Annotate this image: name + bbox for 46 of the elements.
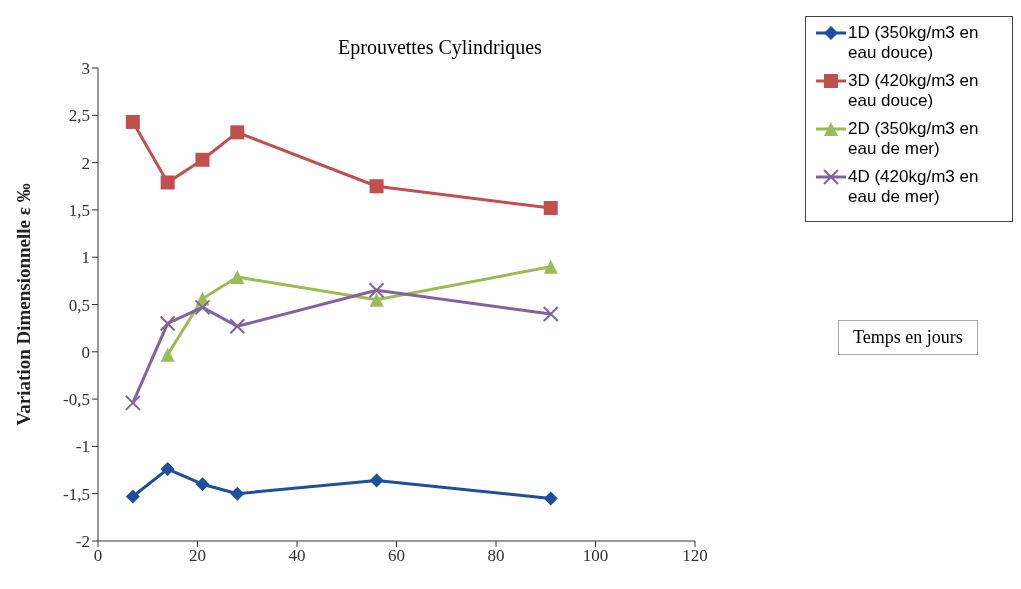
point bbox=[160, 347, 175, 362]
x-tick-label: 20 bbox=[189, 546, 206, 566]
y-tick-label: 2 bbox=[81, 153, 90, 173]
y-tick-label: 3 bbox=[81, 59, 90, 79]
point bbox=[230, 486, 245, 501]
legend-label: 3D (420kg/m3 en eau douce) bbox=[848, 71, 980, 111]
y-tick-label: 0 bbox=[81, 342, 90, 362]
y-tick-label: -2 bbox=[75, 532, 90, 552]
point bbox=[160, 462, 175, 477]
point bbox=[369, 292, 384, 307]
y-axis-title: Variation Dimensionnelle ε ‰ bbox=[12, 183, 34, 426]
point bbox=[195, 477, 210, 492]
y-tick-label: -1 bbox=[75, 437, 90, 457]
x-tick-label: 60 bbox=[388, 546, 405, 566]
point bbox=[125, 489, 140, 504]
point bbox=[125, 114, 140, 129]
point bbox=[543, 259, 558, 274]
point bbox=[194, 299, 211, 316]
legend-label: 1D (350kg/m3 en eau douce) bbox=[848, 23, 980, 63]
point bbox=[230, 270, 245, 285]
point bbox=[543, 201, 558, 216]
x-tick-label: 120 bbox=[682, 546, 708, 566]
y-tick-label: 1,5 bbox=[68, 200, 90, 220]
x-tick-label: 80 bbox=[487, 546, 505, 566]
y-tick-label: -0,5 bbox=[63, 390, 90, 410]
y-tick-label: 1 bbox=[81, 248, 90, 268]
text: Temps en jours bbox=[838, 320, 978, 355]
x-tick-label: 100 bbox=[582, 546, 609, 566]
point bbox=[195, 152, 210, 167]
legend-label: 4D (420kg/m3 en eau de mer) bbox=[848, 167, 980, 207]
point bbox=[160, 175, 175, 190]
y-tick-label: 2,5 bbox=[68, 106, 90, 126]
point bbox=[124, 394, 141, 411]
chart-title: Eprouvettes Cylindriques bbox=[338, 36, 542, 59]
point bbox=[229, 318, 246, 335]
y-tick-label: -1,5 bbox=[63, 484, 90, 504]
point bbox=[159, 315, 176, 332]
point bbox=[542, 305, 559, 322]
point bbox=[369, 473, 384, 488]
point bbox=[368, 282, 385, 299]
point bbox=[230, 125, 245, 140]
x-tick-label: 40 bbox=[288, 546, 306, 566]
y-tick-label: 0,5 bbox=[68, 295, 90, 315]
point bbox=[543, 491, 558, 506]
point bbox=[369, 179, 384, 194]
legend-label: 2D (350kg/m3 en eau de mer) bbox=[848, 119, 980, 159]
